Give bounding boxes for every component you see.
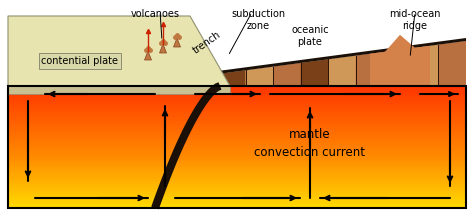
Bar xyxy=(8,135,466,137)
Bar xyxy=(8,198,466,200)
Text: contential plate: contential plate xyxy=(42,56,118,66)
Bar xyxy=(8,106,466,108)
Bar xyxy=(8,119,466,121)
Polygon shape xyxy=(218,41,466,86)
Bar xyxy=(8,98,466,100)
Bar xyxy=(8,121,466,123)
Bar xyxy=(8,143,466,145)
Bar xyxy=(8,196,466,198)
Bar xyxy=(8,96,466,98)
Bar xyxy=(8,204,466,206)
Bar xyxy=(8,108,466,110)
Polygon shape xyxy=(370,35,430,86)
Bar xyxy=(8,184,466,186)
Text: mid-ocean
ridge: mid-ocean ridge xyxy=(389,9,441,31)
Bar xyxy=(8,179,466,182)
Polygon shape xyxy=(438,41,466,86)
Bar xyxy=(8,88,466,90)
Bar xyxy=(8,110,466,113)
Bar xyxy=(8,145,466,147)
Bar xyxy=(8,133,466,135)
Polygon shape xyxy=(145,51,152,60)
Bar xyxy=(8,86,466,208)
Bar xyxy=(8,137,466,139)
Bar xyxy=(8,178,466,179)
Bar xyxy=(8,153,466,155)
Bar xyxy=(8,102,466,104)
Bar xyxy=(8,100,466,102)
Bar xyxy=(8,94,466,96)
Bar xyxy=(8,169,466,172)
Polygon shape xyxy=(273,63,301,86)
Polygon shape xyxy=(328,56,356,86)
Bar xyxy=(8,192,466,194)
Text: volcanoes: volcanoes xyxy=(130,9,180,19)
Polygon shape xyxy=(383,48,411,86)
Polygon shape xyxy=(356,52,383,86)
Polygon shape xyxy=(159,44,166,53)
Bar xyxy=(8,167,466,169)
Bar xyxy=(8,90,466,92)
Bar xyxy=(8,147,466,149)
Bar xyxy=(8,206,466,208)
Bar xyxy=(8,127,466,129)
Bar xyxy=(8,116,466,119)
Bar xyxy=(8,123,466,125)
Text: mantle
convection current: mantle convection current xyxy=(255,129,365,159)
Polygon shape xyxy=(411,45,438,86)
Bar xyxy=(8,125,466,127)
Text: trench: trench xyxy=(191,30,223,56)
Bar xyxy=(8,188,466,190)
Bar xyxy=(8,163,466,165)
Bar xyxy=(8,173,466,175)
Bar xyxy=(8,104,466,106)
Bar xyxy=(8,159,466,161)
Bar xyxy=(8,92,466,94)
Bar xyxy=(8,186,466,188)
Bar xyxy=(8,157,466,159)
Bar xyxy=(8,139,466,141)
Polygon shape xyxy=(173,38,181,47)
Bar xyxy=(8,86,466,88)
Polygon shape xyxy=(151,82,221,209)
Bar xyxy=(8,131,466,133)
Bar xyxy=(8,165,466,167)
Bar xyxy=(8,175,466,178)
Bar xyxy=(8,151,466,153)
Polygon shape xyxy=(8,86,230,94)
Bar xyxy=(8,194,466,196)
Bar xyxy=(8,113,466,114)
Bar xyxy=(8,200,466,202)
Polygon shape xyxy=(301,59,328,86)
Polygon shape xyxy=(218,70,246,86)
Bar xyxy=(8,182,466,184)
Bar xyxy=(8,202,466,204)
Text: subduction
zone: subduction zone xyxy=(231,9,285,31)
Bar xyxy=(8,141,466,143)
Bar xyxy=(8,149,466,151)
Text: oceanic
plate: oceanic plate xyxy=(291,25,329,47)
Bar xyxy=(8,172,466,173)
Bar xyxy=(8,190,466,192)
Bar xyxy=(8,161,466,163)
Bar xyxy=(8,114,466,116)
Polygon shape xyxy=(218,38,466,74)
Bar xyxy=(8,155,466,157)
Polygon shape xyxy=(8,16,230,86)
Polygon shape xyxy=(246,67,273,86)
Bar xyxy=(8,129,466,131)
